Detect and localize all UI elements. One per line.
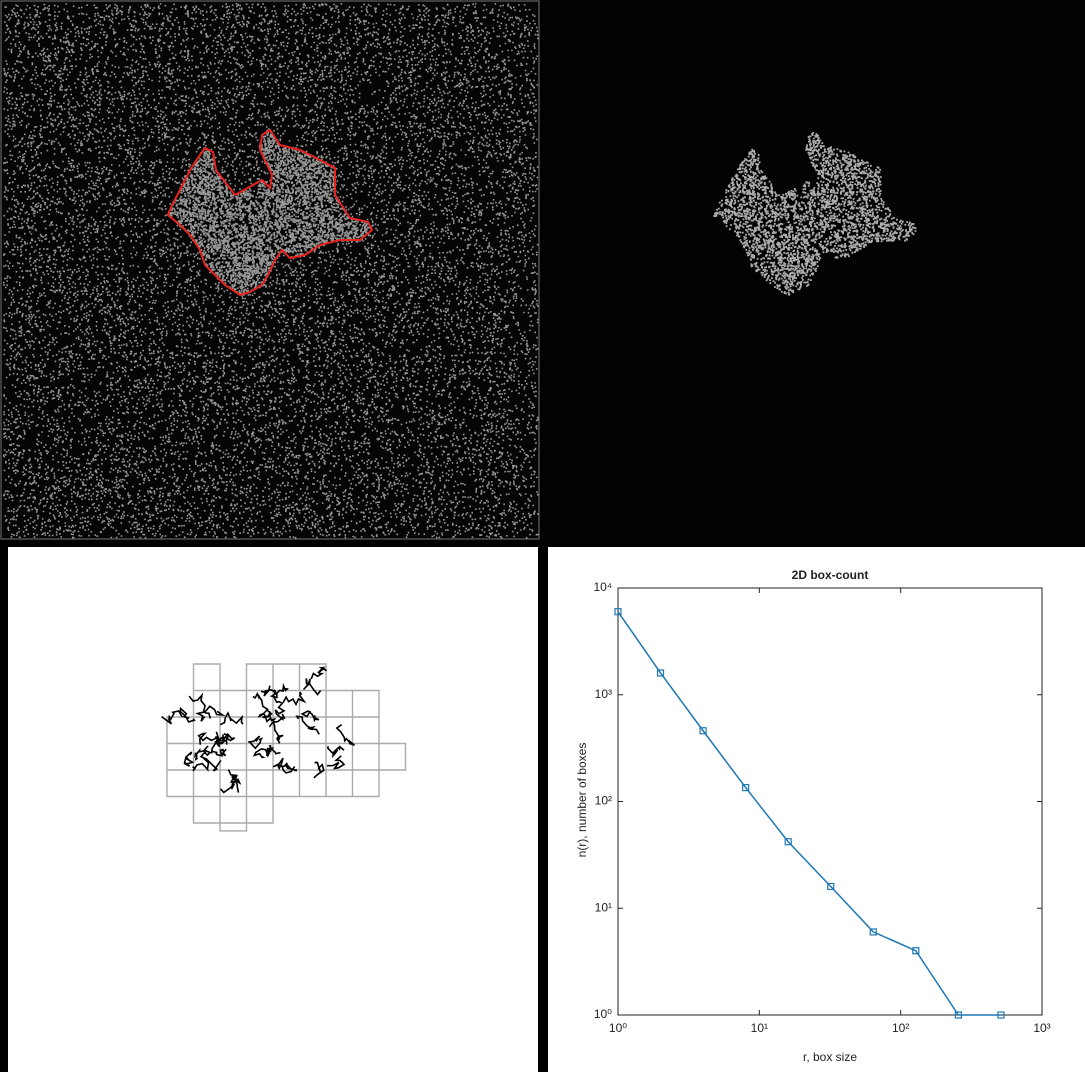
y-tick-label: 10² <box>595 794 612 808</box>
masked-structure <box>713 132 917 296</box>
series-marker <box>742 783 750 792</box>
x-axis-label: r, box size <box>803 1050 857 1064</box>
series-marker <box>699 727 707 735</box>
y-axis-label: n(r), number of boxes <box>575 743 589 858</box>
y-tick-label: 10⁰ <box>594 1007 612 1021</box>
series-marker <box>656 669 665 677</box>
x-tick-label: 10⁰ <box>609 1021 627 1035</box>
x-tick-label: 10¹ <box>751 1021 768 1035</box>
chart-title: 2D box-count <box>792 568 869 582</box>
roi-outline <box>166 128 374 297</box>
series-marker <box>784 838 792 846</box>
y-tick-label: 10⁴ <box>593 580 612 594</box>
skeleton <box>161 666 356 794</box>
series-marker <box>912 947 920 955</box>
y-tick-label: 10³ <box>595 687 612 701</box>
series-marker <box>614 608 622 616</box>
x-tick-label: 10³ <box>1033 1021 1050 1035</box>
series-marker <box>869 928 877 936</box>
series-marker <box>954 1011 962 1019</box>
series-marker <box>997 1011 1005 1019</box>
y-tick-label: 10¹ <box>595 900 612 914</box>
series-marker <box>827 882 835 891</box>
series-line <box>617 611 1001 1016</box>
x-tick-label: 10² <box>892 1021 909 1035</box>
box-grid <box>161 663 407 832</box>
plot-area <box>617 587 1043 1016</box>
